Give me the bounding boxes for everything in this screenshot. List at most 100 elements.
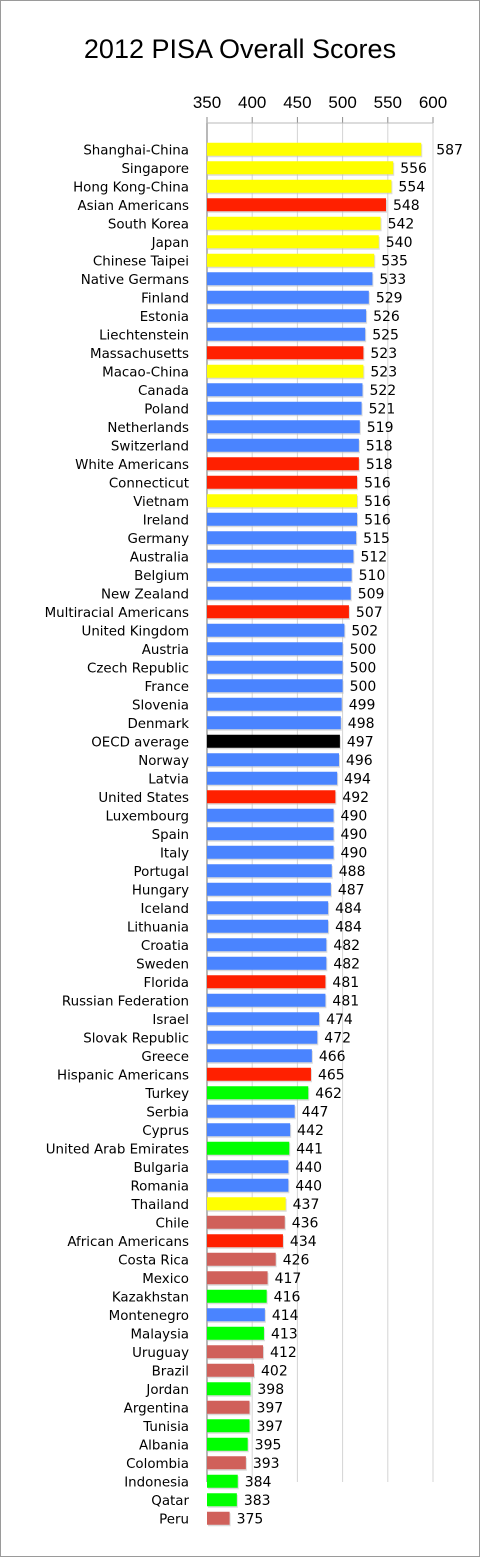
value-label: 518 (366, 457, 393, 473)
value-label: 437 (293, 1197, 320, 1213)
category-label: South Korea (108, 217, 189, 232)
bar (207, 1123, 291, 1137)
category-label: Italy (160, 846, 189, 861)
category-label: Greece (141, 1050, 189, 1065)
value-label: 587 (436, 142, 463, 158)
value-label: 426 (283, 1252, 310, 1268)
value-label: 417 (275, 1271, 302, 1287)
value-label: 497 (347, 734, 374, 750)
value-label: 499 (349, 697, 376, 713)
value-label: 490 (341, 845, 368, 861)
category-label: Vietnam (133, 495, 189, 510)
bar (207, 660, 343, 674)
category-label: Macao-China (102, 365, 189, 380)
value-label: 465 (318, 1067, 345, 1083)
bar (207, 438, 359, 452)
category-label: Germany (127, 532, 189, 547)
category-label: Croatia (141, 939, 189, 954)
value-label: 414 (272, 1308, 299, 1324)
bar (207, 179, 392, 193)
category-label: Brazil (152, 1364, 189, 1379)
bar (207, 808, 334, 822)
bar (207, 845, 334, 859)
category-label: Costa Rica (118, 1253, 189, 1268)
value-label: 384 (245, 1474, 272, 1490)
bar (207, 753, 339, 767)
bar (207, 327, 366, 341)
value-label: 481 (332, 993, 359, 1009)
category-label: Luxembourg (106, 809, 189, 824)
bar (207, 1419, 250, 1433)
bar (207, 1456, 246, 1470)
value-label: 492 (342, 790, 369, 806)
category-label: Romania (130, 1179, 189, 1194)
category-label: Denmark (127, 717, 189, 732)
category-label: Serbia (146, 1105, 189, 1120)
value-label: 398 (257, 1382, 284, 1398)
bar (207, 697, 342, 711)
value-label: 496 (346, 753, 373, 769)
value-label: 510 (359, 568, 386, 584)
bar (207, 272, 373, 286)
category-label: Singapore (121, 162, 189, 177)
bar (207, 1289, 267, 1303)
value-label: 383 (244, 1493, 271, 1509)
category-label: Indonesia (124, 1475, 189, 1490)
value-label: 413 (271, 1326, 298, 1342)
bar (207, 1067, 311, 1081)
category-label: Austria (142, 643, 189, 658)
value-label: 482 (333, 956, 360, 972)
category-label: Shanghai-China (83, 143, 189, 158)
bar (207, 1086, 309, 1100)
bar (207, 1474, 238, 1488)
value-label: 548 (393, 198, 420, 214)
category-label: Kazakhstan (112, 1290, 189, 1305)
category-label: Belgium (134, 569, 189, 584)
category-label: Multiracial Americans (45, 606, 189, 621)
value-label: 462 (315, 1086, 342, 1102)
bar (207, 549, 354, 563)
category-label: Slovenia (132, 698, 189, 713)
value-label: 466 (319, 1049, 346, 1065)
category-label: Netherlands (107, 421, 189, 436)
bar (207, 1104, 295, 1118)
bar (207, 790, 336, 804)
bar (207, 882, 331, 896)
bar (207, 290, 369, 304)
value-label: 440 (295, 1160, 322, 1176)
category-label: Poland (144, 402, 189, 417)
bar (207, 309, 367, 323)
category-label: Finland (141, 291, 189, 306)
category-label: Malaysia (130, 1327, 189, 1342)
category-label: Native Germans (81, 273, 189, 288)
x-tick-label: 600 (419, 93, 447, 112)
value-label: 533 (379, 272, 406, 288)
value-label: 375 (237, 1511, 264, 1527)
bar (207, 142, 422, 156)
bar (207, 1437, 248, 1451)
value-label: 490 (341, 808, 368, 824)
bar (207, 993, 326, 1007)
category-label: Iceland (141, 902, 189, 917)
category-label: Hong Kong-China (73, 180, 189, 195)
value-label: 523 (370, 364, 397, 380)
value-label: 440 (295, 1178, 322, 1194)
bar (207, 512, 358, 526)
category-label: Canada (138, 384, 189, 399)
category-label: Albania (139, 1438, 189, 1453)
category-label: White Americans (75, 458, 189, 473)
value-label: 488 (339, 864, 366, 880)
bar (207, 1160, 289, 1174)
bar (207, 864, 332, 878)
value-label: 494 (344, 771, 371, 787)
bar (207, 253, 375, 267)
category-label: Czech Republic (87, 661, 189, 676)
value-label: 512 (360, 549, 387, 565)
value-label: 516 (364, 494, 391, 510)
value-label: 393 (253, 1456, 280, 1472)
value-label: 487 (338, 882, 365, 898)
bar (207, 1178, 289, 1192)
bar (207, 1234, 283, 1248)
category-label: Australia (130, 550, 189, 565)
category-label: Latvia (148, 772, 189, 787)
